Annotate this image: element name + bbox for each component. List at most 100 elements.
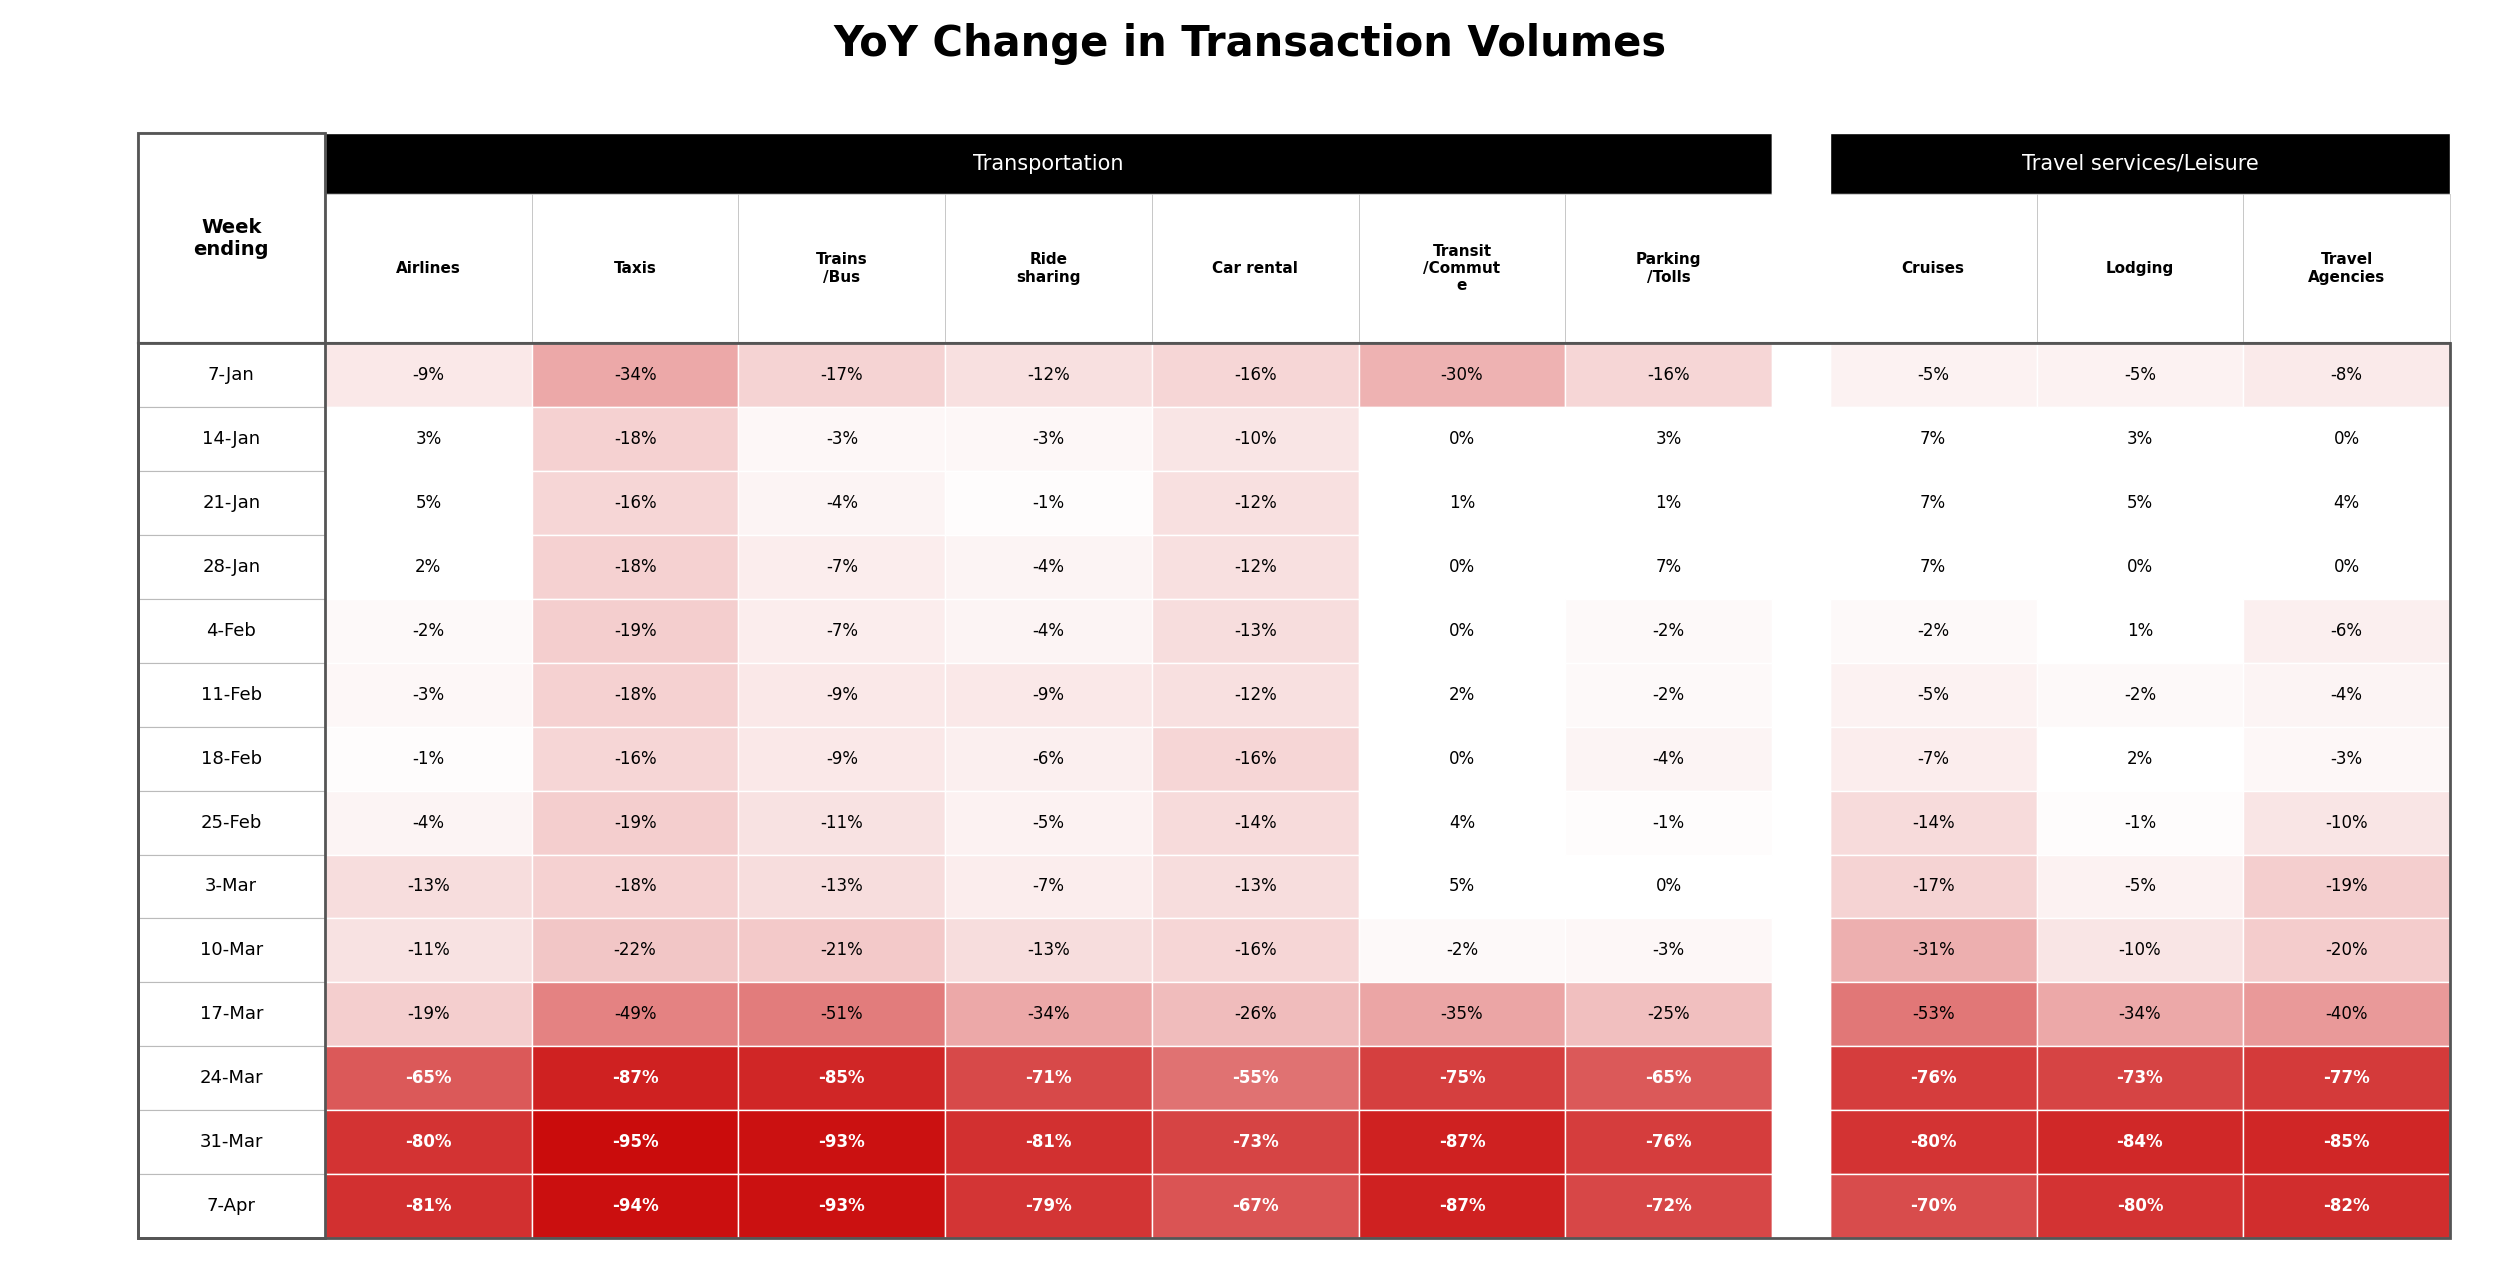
Text: -2%: -2% [1445,941,1478,959]
Text: -26%: -26% [1235,1006,1278,1024]
Text: -31%: -31% [1912,941,1955,959]
Bar [532,790,738,855]
Bar [138,535,325,598]
Bar [2037,406,2242,471]
Bar [945,790,1152,855]
Text: -85%: -85% [818,1069,865,1087]
Bar [738,726,945,790]
Bar [138,133,325,194]
Text: 4%: 4% [2332,494,2360,512]
Bar [138,1110,325,1175]
Text: -11%: -11% [820,814,862,832]
Bar [325,1046,532,1110]
Bar [945,343,1152,406]
Bar [738,1110,945,1175]
Bar [1772,1175,1830,1238]
Bar [1830,343,2038,406]
Text: -1%: -1% [2125,814,2155,832]
Bar [1152,1175,1358,1238]
Bar [1830,598,2038,663]
Bar [1830,726,2038,790]
Bar [1772,471,1830,535]
Bar [1565,471,1772,535]
Bar [2242,535,2450,598]
Bar [138,343,325,406]
Bar [325,726,532,790]
Bar [138,663,325,726]
Bar [1565,855,1772,918]
Bar [1565,1175,1772,1238]
Bar [1565,1110,1772,1175]
Text: -13%: -13% [1235,622,1278,640]
Text: 14-Jan: 14-Jan [202,429,260,448]
Bar [1830,471,2038,535]
Bar [532,983,738,1046]
Bar [138,790,325,855]
Text: -80%: -80% [405,1133,452,1152]
Bar [1772,133,1830,194]
Text: Travel services/Leisure: Travel services/Leisure [2023,154,2258,174]
Bar [1565,535,1772,598]
Bar [1565,726,1772,790]
Bar [325,133,1772,194]
Bar [1772,1046,1830,1110]
Text: -9%: -9% [825,686,858,704]
Text: -93%: -93% [818,1198,865,1215]
Bar [532,726,738,790]
Bar [325,406,532,471]
Bar [2037,1046,2242,1110]
Text: -4%: -4% [1032,622,1065,640]
Bar [1772,918,1830,983]
Text: -11%: -11% [408,941,450,959]
Bar [738,790,945,855]
Text: 7%: 7% [1920,429,1945,448]
Text: Ride
sharing: Ride sharing [1017,253,1080,284]
Bar [138,855,325,918]
Bar [1830,535,2038,598]
Text: -40%: -40% [2325,1006,2367,1024]
Text: -18%: -18% [615,558,658,575]
Text: -35%: -35% [1440,1006,1482,1024]
Text: -2%: -2% [2125,686,2155,704]
Text: 31-Mar: 31-Mar [200,1133,262,1152]
Text: -73%: -73% [1232,1133,1278,1152]
Bar [1565,790,1772,855]
Bar [532,194,738,343]
Bar [738,471,945,535]
Bar [325,663,532,726]
Bar [945,663,1152,726]
Text: -13%: -13% [820,878,862,895]
Bar [2242,1110,2450,1175]
Text: YoY Change in Transaction Volumes: YoY Change in Transaction Volumes [832,23,1668,66]
Bar [1358,663,1565,726]
Text: -14%: -14% [1235,814,1278,832]
Text: -12%: -12% [1235,558,1278,575]
Text: -80%: -80% [2118,1198,2162,1215]
Text: 7%: 7% [1655,558,1682,575]
Bar [138,133,325,343]
Text: -10%: -10% [2325,814,2367,832]
Bar [1772,194,1830,343]
Bar [2242,1046,2450,1110]
Bar [532,663,738,726]
Bar [1772,726,1830,790]
Text: -18%: -18% [615,878,658,895]
Bar [2242,343,2450,406]
Text: -67%: -67% [1232,1198,1278,1215]
Text: -4%: -4% [412,814,445,832]
Bar [1565,598,1772,663]
Bar [1152,1046,1358,1110]
Text: -5%: -5% [1918,366,1950,384]
Bar [2242,663,2450,726]
Bar [1358,194,1565,343]
Bar [1772,790,1830,855]
Bar [2037,663,2242,726]
Bar [1152,535,1358,598]
Text: -1%: -1% [1652,814,1685,832]
Bar [1772,663,1830,726]
Text: 7-Jan: 7-Jan [208,366,255,384]
Bar [138,983,325,1046]
Text: Lodging: Lodging [2105,260,2175,276]
Bar [1358,790,1565,855]
Bar [1830,406,2038,471]
